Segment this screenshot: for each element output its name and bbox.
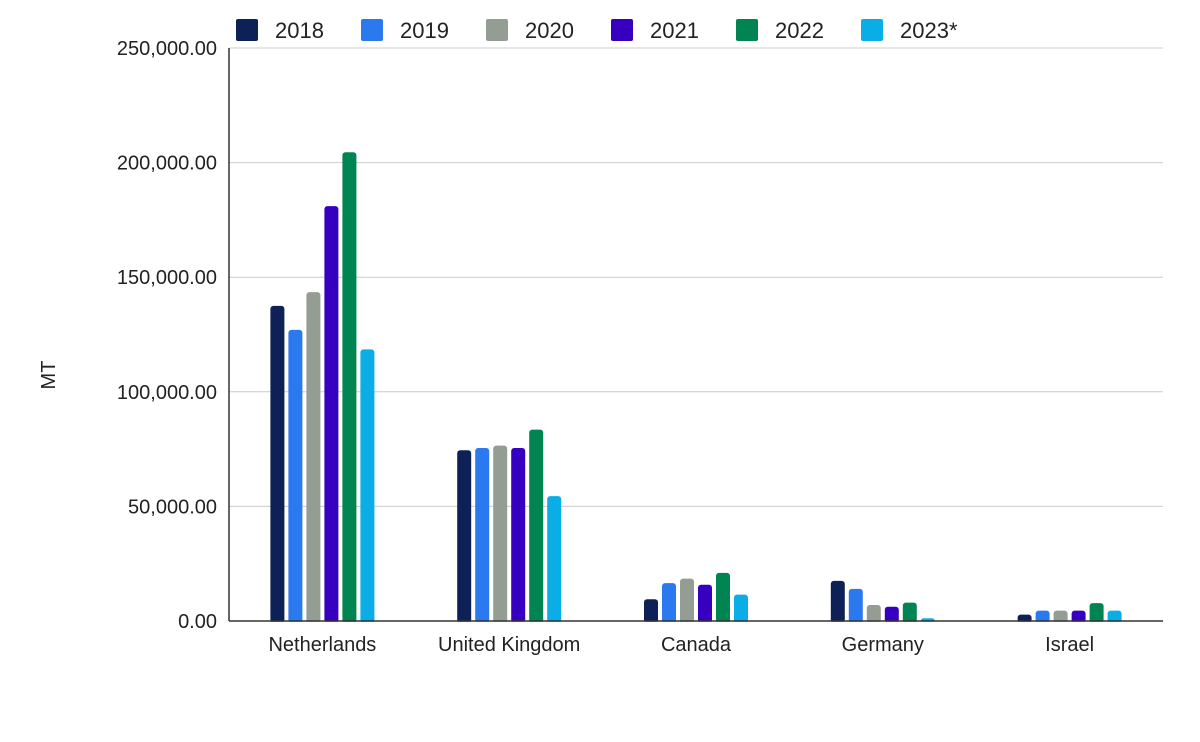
legend-item: 2019: [361, 18, 449, 43]
bar-2019-germany: [848, 588, 863, 623]
y-axis-title: MT: [38, 361, 60, 390]
gridlines: [229, 47, 1163, 507]
bar-2020-germany: [866, 604, 881, 623]
legend-label: 2022: [775, 18, 824, 43]
y-tick-label: 0.00: [178, 611, 217, 633]
legend-label: 2021: [650, 18, 699, 43]
legend-label: 2018: [275, 18, 324, 43]
bar-2020-israel: [1053, 610, 1068, 623]
legend-swatch: [361, 19, 383, 41]
bar-2018-germany: [830, 580, 845, 623]
x-tick-label: Canada: [661, 634, 732, 656]
bar-2022-canada: [716, 572, 730, 623]
bar-2018-united-kingdom: [457, 450, 472, 623]
bars: [230, 152, 1164, 626]
legend-label: 2023*: [900, 18, 958, 43]
legend-label: 2020: [525, 18, 574, 43]
y-tick-label: 50,000.00: [128, 496, 217, 518]
legend-item: 2023*: [861, 18, 958, 43]
bar-2019-canada: [662, 583, 676, 623]
legend-label: 2019: [400, 18, 449, 43]
bar-2021-netherlands: [324, 206, 339, 623]
legend-item: 2018: [236, 18, 324, 43]
bar-2021-germany: [884, 606, 899, 623]
bar-2020-canada: [680, 578, 694, 623]
legend-swatch: [611, 19, 633, 41]
y-tick-label: 250,000.00: [117, 38, 217, 60]
legend-swatch: [486, 19, 508, 41]
x-tick-label: Netherlands: [268, 634, 376, 656]
x-tick-label: Israel: [1045, 634, 1094, 656]
y-tick-label: 200,000.00: [117, 153, 217, 175]
bar-2022-germany: [902, 602, 917, 623]
y-tick-label: 100,000.00: [117, 382, 217, 404]
bar-2022-united-kingdom: [529, 429, 544, 623]
bar-2021-israel: [1071, 610, 1086, 623]
legend: 2018 2019 2020 2021 2022 2023*: [236, 18, 958, 43]
baseline-mask: [230, 621, 1164, 626]
bar-2019-israel: [1035, 610, 1050, 623]
bar-2018-canada: [644, 599, 658, 623]
bar-2023-netherlands: [360, 349, 375, 623]
legend-item: 2021: [611, 18, 699, 43]
bar-2022-netherlands: [342, 152, 357, 623]
bar-2023-israel: [1107, 610, 1122, 623]
axes: 0.00 50,000.00 100,000.00 150,000.00 200,000…: [117, 38, 1163, 656]
legend-swatch: [736, 19, 758, 41]
bar-2023-canada: [734, 594, 748, 623]
y-tick-label: 150,000.00: [117, 267, 217, 289]
bar-2021-united-kingdom: [511, 447, 526, 623]
bar-2022-israel: [1089, 603, 1104, 623]
bar-2018-netherlands: [270, 305, 285, 623]
bar-2020-netherlands: [306, 292, 321, 623]
legend-item: 2022: [736, 18, 824, 43]
bar-2020-united-kingdom: [493, 445, 508, 623]
legend-item: 2020: [486, 18, 574, 43]
bar-2019-netherlands: [288, 329, 303, 623]
legend-swatch: [861, 19, 883, 41]
bar-2023-united-kingdom: [547, 496, 562, 623]
legend-swatch: [236, 19, 258, 41]
x-tick-label: United Kingdom: [438, 634, 580, 656]
x-tick-label: Germany: [842, 634, 924, 656]
bar-2021-canada: [698, 584, 712, 623]
bar-2019-united-kingdom: [475, 447, 490, 623]
